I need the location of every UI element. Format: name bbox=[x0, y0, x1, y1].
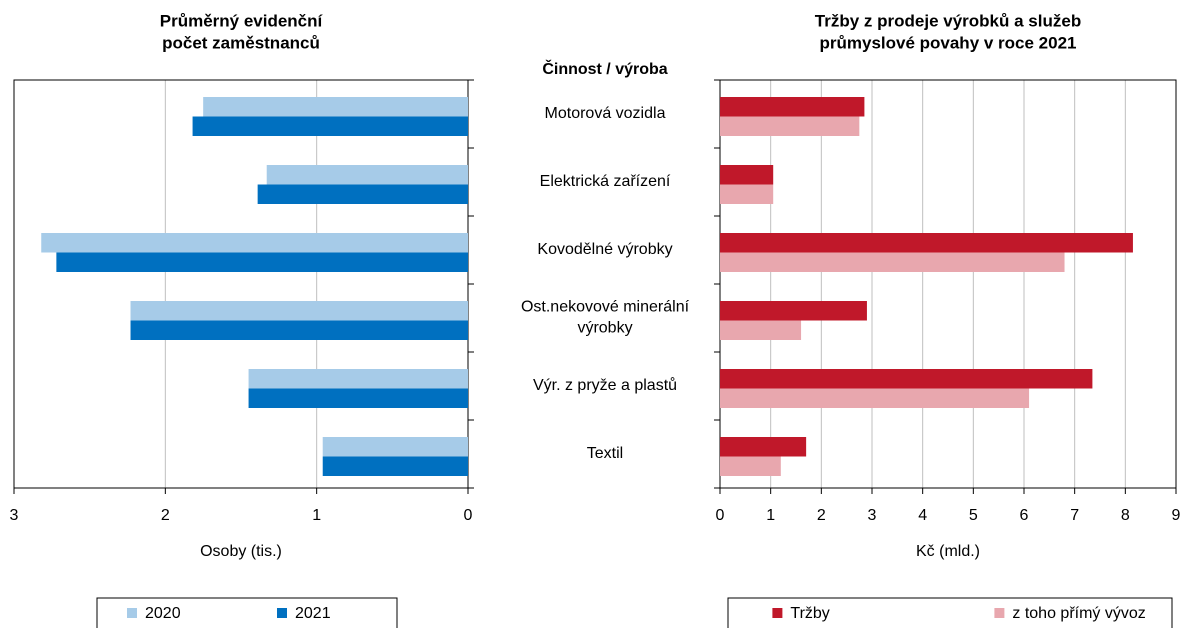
bar bbox=[322, 437, 468, 457]
bar bbox=[720, 369, 1093, 389]
bar bbox=[56, 252, 469, 272]
bar bbox=[203, 97, 468, 117]
bar bbox=[266, 165, 468, 185]
legend-swatch bbox=[127, 608, 137, 618]
bar bbox=[248, 388, 468, 408]
x-tick-label: 3 bbox=[868, 507, 877, 524]
x-tick-label: 8 bbox=[1121, 507, 1130, 524]
chart-title: Tržby z prodeje výrobků a služeb bbox=[815, 11, 1081, 30]
bar bbox=[720, 437, 807, 457]
plot-frame bbox=[13, 79, 469, 489]
bar bbox=[720, 456, 781, 476]
x-tick-label: 2 bbox=[817, 507, 826, 524]
bar bbox=[720, 97, 865, 117]
bar bbox=[257, 184, 468, 204]
legend-label: z toho přímý vývoz bbox=[1012, 605, 1145, 622]
category-label: Ost.nekovové minerální bbox=[521, 299, 690, 316]
bar bbox=[720, 388, 1030, 408]
bar bbox=[322, 456, 468, 476]
chart-title: Průměrný evidenční bbox=[160, 11, 324, 30]
x-axis-label: Osoby (tis.) bbox=[200, 543, 282, 560]
category-label: Elektrická zařízení bbox=[540, 173, 671, 190]
category-label: Textil bbox=[587, 445, 623, 462]
category-label: Kovodělné výrobky bbox=[537, 241, 672, 258]
x-tick-label: 4 bbox=[918, 507, 927, 524]
category-header: Činnost / výroba bbox=[542, 59, 667, 78]
bar bbox=[720, 116, 860, 136]
bar bbox=[720, 165, 774, 185]
legend-box bbox=[727, 597, 1173, 633]
chart-title: počet zaměstnanců bbox=[162, 33, 320, 52]
legend-label: 2020 bbox=[145, 605, 181, 622]
x-tick-label: 6 bbox=[1020, 507, 1029, 524]
x-tick-label: 3 bbox=[10, 507, 19, 524]
bar bbox=[720, 252, 1065, 272]
x-tick-label: 2 bbox=[161, 507, 170, 524]
category-label: Výr. z pryže a plastů bbox=[533, 376, 677, 394]
bar bbox=[41, 233, 469, 253]
bar bbox=[720, 184, 774, 204]
chart-title: průmyslové povahy v roce 2021 bbox=[819, 33, 1076, 52]
bar bbox=[720, 233, 1133, 253]
bar bbox=[720, 301, 867, 321]
bar bbox=[130, 301, 468, 321]
legend-label: Tržby bbox=[790, 605, 829, 622]
bar bbox=[248, 369, 468, 389]
x-tick-label: 9 bbox=[1172, 507, 1181, 524]
legend-label: 2021 bbox=[295, 605, 331, 622]
x-axis-label: Kč (mld.) bbox=[916, 543, 980, 560]
x-tick-label: 1 bbox=[312, 507, 321, 524]
x-tick-label: 0 bbox=[716, 507, 725, 524]
category-label: výrobky bbox=[577, 320, 632, 337]
x-tick-label: 5 bbox=[969, 507, 978, 524]
legend-swatch bbox=[994, 608, 1005, 618]
legend-box bbox=[96, 597, 398, 633]
legend-swatch bbox=[772, 608, 783, 618]
category-label: Motorová vozidla bbox=[545, 105, 666, 122]
x-tick-label: 1 bbox=[766, 507, 775, 524]
bar bbox=[720, 320, 802, 340]
x-tick-label: 0 bbox=[464, 507, 473, 524]
plot-frame bbox=[719, 79, 1177, 489]
legend-swatch bbox=[277, 608, 287, 618]
bar bbox=[192, 116, 468, 136]
x-tick-label: 7 bbox=[1070, 507, 1079, 524]
bar bbox=[130, 320, 468, 340]
